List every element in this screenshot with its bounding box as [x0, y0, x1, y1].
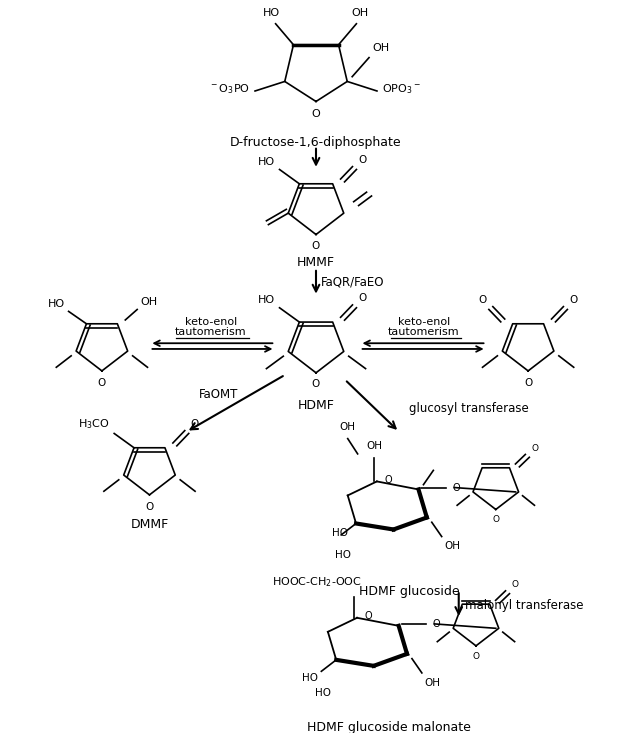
Text: $^-$O$_3$PO: $^-$O$_3$PO [209, 82, 250, 96]
Text: OH: OH [445, 541, 461, 551]
Text: D-fructose-1,6-diphosphate: D-fructose-1,6-diphosphate [230, 136, 402, 150]
Text: OH: OH [372, 43, 389, 53]
Text: HO: HO [257, 157, 274, 166]
Text: DMMF: DMMF [130, 517, 169, 531]
Text: malonyl transferase: malonyl transferase [465, 599, 583, 612]
Text: OH: OH [340, 422, 356, 432]
Text: keto-enol: keto-enol [398, 317, 450, 327]
Text: OH: OH [140, 297, 157, 306]
Text: O: O [145, 501, 154, 512]
Text: OPO$_3$$^-$: OPO$_3$$^-$ [382, 82, 421, 96]
Text: tautomerism: tautomerism [388, 327, 460, 336]
Text: HDMF: HDMF [298, 399, 334, 411]
Text: HO: HO [302, 673, 319, 683]
Text: O: O [511, 580, 518, 589]
Text: O: O [312, 241, 320, 251]
Text: HO: HO [332, 528, 348, 538]
Text: tautomerism: tautomerism [175, 327, 246, 336]
Text: HO: HO [257, 295, 274, 305]
Text: O: O [492, 515, 499, 524]
Text: HDMF glucoside malonate: HDMF glucoside malonate [307, 721, 471, 733]
Text: HO: HO [315, 688, 331, 699]
Text: O: O [98, 377, 106, 388]
Text: O: O [478, 295, 487, 305]
Text: FaOMT: FaOMT [199, 388, 238, 402]
Text: HMMF: HMMF [297, 256, 335, 268]
Text: HOOC-CH$_2$-OOC: HOOC-CH$_2$-OOC [272, 575, 362, 589]
Text: O: O [532, 443, 538, 452]
Text: O: O [384, 475, 392, 485]
Text: O: O [312, 380, 320, 389]
Text: O: O [358, 293, 367, 303]
Text: O: O [569, 295, 578, 305]
Text: O: O [365, 611, 372, 621]
Text: O: O [473, 652, 480, 660]
Text: H$_3$CO: H$_3$CO [78, 417, 109, 430]
Text: HO: HO [335, 550, 351, 560]
Text: HO: HO [263, 8, 280, 18]
Text: glucosyl transferase: glucosyl transferase [409, 402, 529, 415]
Text: OH: OH [366, 441, 382, 451]
Text: OH: OH [352, 8, 369, 18]
Text: O: O [191, 419, 199, 429]
Text: HDMF glucoside: HDMF glucoside [359, 584, 459, 597]
Text: O: O [524, 377, 532, 388]
Text: O: O [358, 155, 367, 165]
Text: O: O [312, 109, 320, 119]
Text: O: O [452, 482, 460, 493]
Text: OH: OH [425, 678, 441, 688]
Text: HO: HO [47, 298, 64, 309]
Text: FaQR/FaEO: FaQR/FaEO [321, 276, 384, 289]
Text: keto-enol: keto-enol [185, 317, 237, 327]
Text: O: O [432, 619, 440, 629]
